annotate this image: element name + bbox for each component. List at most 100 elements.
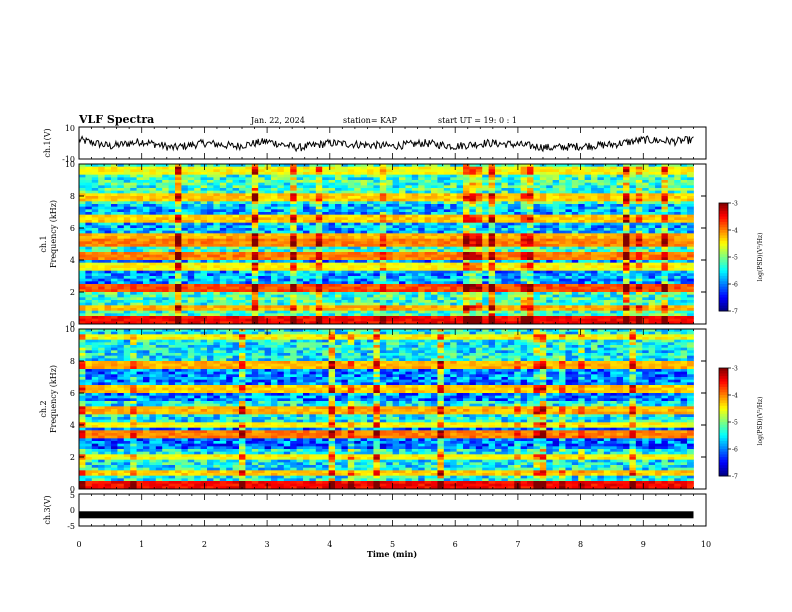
spectrogram-cell — [591, 252, 598, 256]
spectrogram-cell — [591, 212, 598, 216]
spectrogram-cell — [475, 289, 483, 293]
spectrogram-cell — [98, 302, 105, 306]
spectrogram-cell — [552, 297, 560, 301]
spectrogram-cell — [271, 246, 278, 250]
spectrogram-cell — [392, 294, 400, 298]
spectrogram-cell — [443, 308, 451, 312]
spectrogram-cell — [552, 225, 560, 229]
spectrogram-cell — [379, 164, 387, 168]
spectrogram-cell — [207, 318, 214, 322]
spectrogram-cell — [226, 193, 234, 197]
spectrogram-cell — [399, 265, 406, 269]
spectrogram-cell — [309, 302, 317, 306]
spectrogram-cell — [232, 289, 240, 293]
spectrogram-cell — [315, 302, 323, 306]
spectrogram-cell — [347, 246, 355, 250]
spectrogram-cell — [111, 209, 118, 213]
spectrogram-cell — [226, 249, 234, 253]
spectrogram-cell — [213, 193, 221, 197]
spectrogram-cell — [373, 270, 381, 274]
spectrogram-cell — [168, 318, 176, 322]
spectrogram-cell — [411, 297, 419, 301]
spectrogram-cell — [91, 260, 99, 264]
spectrogram-cell — [98, 308, 105, 312]
spectrogram-cell — [207, 281, 214, 285]
spectrogram-cell — [111, 241, 118, 245]
spectrogram-cell — [290, 318, 298, 322]
spectrogram-cell — [315, 222, 323, 226]
spectrogram-cell — [360, 198, 368, 202]
spectrogram-cell — [565, 252, 573, 256]
spectrogram-cell — [463, 241, 470, 245]
spectrogram-cell — [322, 222, 330, 226]
spectrogram-cell — [175, 310, 182, 314]
spectrogram-cell — [328, 212, 336, 216]
spectrogram-cell — [341, 172, 349, 176]
spectrogram-cell — [488, 268, 496, 272]
spectrogram-cell — [456, 305, 464, 309]
spectrogram-cell — [610, 169, 618, 173]
spectrogram-cell — [539, 198, 547, 202]
spectrogram-cell — [149, 214, 157, 218]
spectrogram-cell — [239, 182, 246, 186]
spectrogram-cell — [456, 270, 464, 274]
spectrogram-cell — [437, 313, 445, 317]
spectrogram-cell — [431, 281, 438, 285]
spectrogram-cell — [187, 169, 195, 173]
spectrogram-cell — [507, 174, 515, 178]
spectrogram-cell — [303, 297, 310, 301]
spectrogram-cell — [303, 321, 310, 325]
spectrogram-cell — [533, 166, 541, 170]
spectrogram-cell — [392, 270, 400, 274]
spectrogram-cell — [162, 209, 170, 213]
spectrogram-cell — [181, 310, 189, 314]
spectrogram-cell — [111, 313, 118, 317]
spectrogram-cell — [322, 166, 330, 170]
spectrogram-cell — [219, 265, 227, 269]
spectrogram-cell — [335, 166, 342, 170]
spectrogram-cell — [501, 196, 509, 200]
spectrogram-cell — [328, 244, 336, 248]
spectrogram-cell — [117, 169, 125, 173]
spectrogram-cell — [475, 278, 483, 282]
spectrogram-cell — [315, 262, 323, 266]
spectrogram-cell — [136, 246, 144, 250]
spectrogram-cell — [315, 164, 323, 168]
spectrogram-cell — [175, 180, 182, 184]
spectrogram-cell — [85, 257, 93, 261]
spectrogram-cell — [264, 313, 272, 317]
spectrogram-cell — [367, 268, 374, 272]
spectrogram-cell — [475, 214, 483, 218]
spectrogram-cell — [405, 321, 413, 325]
spectrogram-cell — [245, 316, 253, 320]
spectrogram-cell — [386, 201, 394, 205]
spectrogram-cell — [123, 188, 131, 192]
spectrogram-cell — [418, 270, 426, 274]
spectrogram-cell — [239, 246, 246, 250]
spectrogram-cell — [431, 188, 438, 192]
spectrogram-cell — [162, 196, 170, 200]
spectrogram-cell — [194, 182, 202, 186]
spectrogram-cell — [354, 321, 362, 325]
spectrogram-cell — [463, 308, 470, 312]
spectrogram-cell — [437, 198, 445, 202]
spectrogram-cell — [527, 220, 534, 224]
spectrogram-cell — [399, 273, 406, 277]
spectrogram-cell — [571, 305, 579, 309]
spectrogram-cell — [91, 313, 99, 317]
spectrogram-cell — [456, 249, 464, 253]
spectrogram-cell — [245, 164, 253, 168]
spectrogram-cell — [514, 177, 522, 181]
spectrogram-cell — [584, 228, 592, 232]
spectrogram-cell — [283, 270, 291, 274]
spectrogram-cell — [571, 302, 579, 306]
spectrogram-cell — [610, 166, 618, 170]
spectrogram-cell — [520, 236, 528, 240]
spectrogram-cell — [187, 302, 195, 306]
spectrogram-cell — [187, 308, 195, 312]
spectrogram-cell — [328, 177, 336, 181]
spectrogram-cell — [111, 177, 118, 181]
spectrogram-cell — [136, 276, 144, 280]
spectrogram-cell — [136, 313, 144, 317]
spectrogram-cell — [386, 310, 394, 314]
